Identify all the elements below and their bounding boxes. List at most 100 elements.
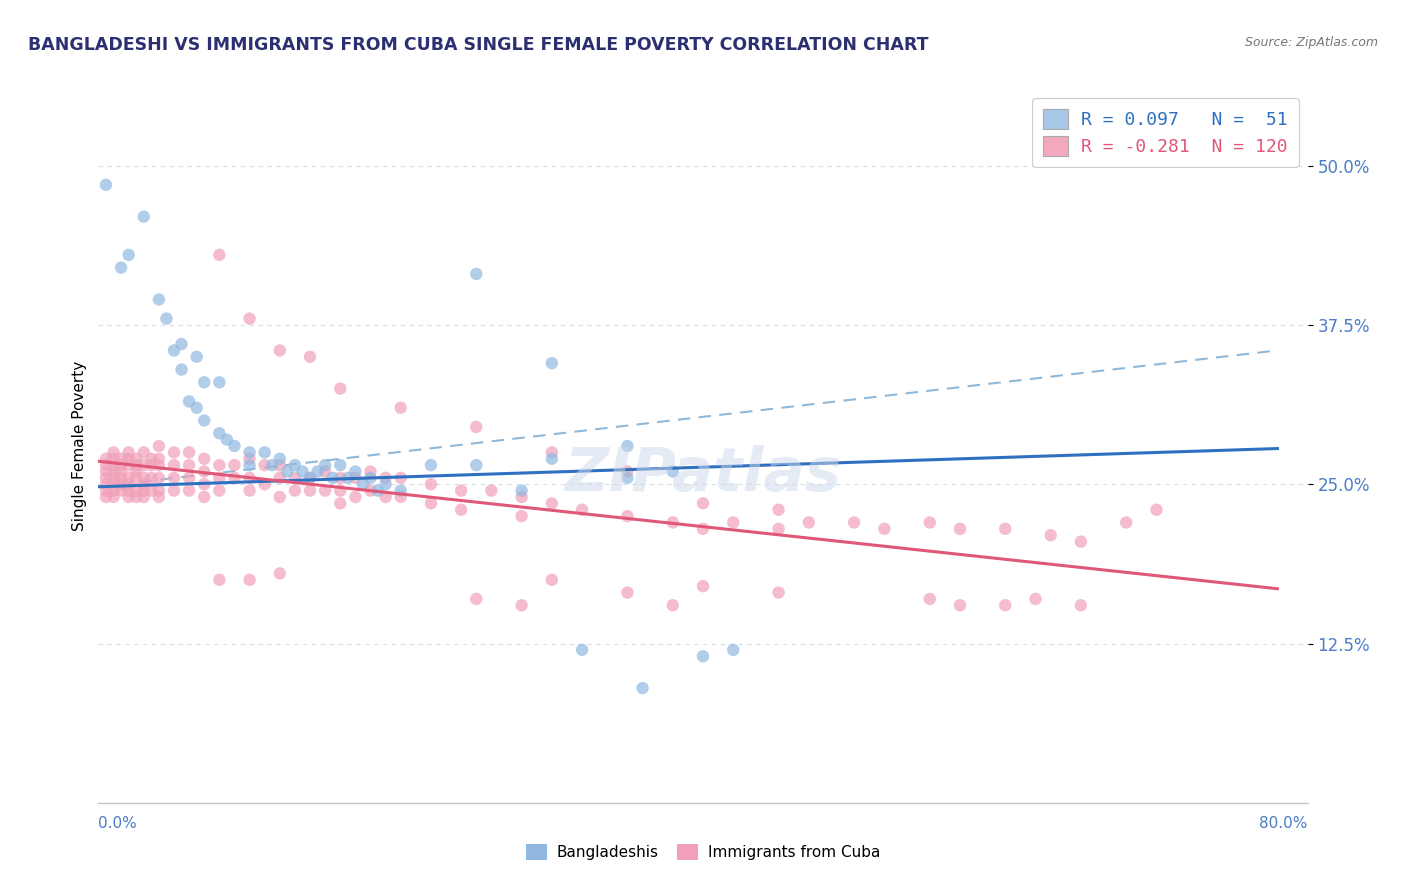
Point xyxy=(631,681,654,695)
Point xyxy=(352,477,374,491)
Point xyxy=(208,376,231,390)
Point xyxy=(540,356,562,370)
Point xyxy=(844,516,866,530)
Point xyxy=(141,458,163,472)
Point xyxy=(465,267,488,281)
Point xyxy=(132,445,155,459)
Point xyxy=(329,382,352,396)
Point xyxy=(163,445,186,459)
Point xyxy=(193,477,215,491)
Point xyxy=(125,465,148,479)
Point xyxy=(103,471,125,485)
Point xyxy=(284,458,307,472)
Point xyxy=(186,350,208,364)
Point xyxy=(118,458,141,472)
Point xyxy=(208,573,231,587)
Point xyxy=(949,599,972,613)
Point xyxy=(110,483,132,498)
Point xyxy=(253,458,276,472)
Point xyxy=(721,516,744,530)
Point xyxy=(118,483,141,498)
Point xyxy=(94,465,117,479)
Point xyxy=(692,522,714,536)
Point xyxy=(1115,516,1137,530)
Point xyxy=(118,451,141,466)
Point xyxy=(141,483,163,498)
Point xyxy=(118,248,141,262)
Point xyxy=(269,343,291,358)
Point xyxy=(269,471,291,485)
Point xyxy=(918,591,941,606)
Point xyxy=(208,248,231,262)
Point xyxy=(1070,534,1092,549)
Point xyxy=(170,362,193,376)
Point xyxy=(208,471,231,485)
Point xyxy=(103,483,125,498)
Point xyxy=(540,451,562,466)
Point xyxy=(148,483,170,498)
Point xyxy=(224,458,246,472)
Point xyxy=(768,522,790,536)
Point xyxy=(269,458,291,472)
Point xyxy=(918,516,941,530)
Point xyxy=(419,458,441,472)
Point xyxy=(389,471,412,485)
Point xyxy=(419,477,441,491)
Point xyxy=(186,401,208,415)
Point xyxy=(1039,528,1062,542)
Y-axis label: Single Female Poverty: Single Female Poverty xyxy=(72,361,87,531)
Text: Source: ZipAtlas.com: Source: ZipAtlas.com xyxy=(1244,36,1378,49)
Point xyxy=(571,643,593,657)
Point xyxy=(692,496,714,510)
Point xyxy=(540,496,562,510)
Point xyxy=(110,471,132,485)
Point xyxy=(797,516,820,530)
Point xyxy=(110,451,132,466)
Point xyxy=(94,483,117,498)
Point xyxy=(148,471,170,485)
Point xyxy=(118,477,141,491)
Point xyxy=(322,471,344,485)
Point xyxy=(616,509,638,524)
Point xyxy=(269,490,291,504)
Text: 80.0%: 80.0% xyxy=(1260,815,1308,830)
Point xyxy=(269,451,291,466)
Point xyxy=(253,477,276,491)
Point xyxy=(284,483,307,498)
Point xyxy=(307,465,329,479)
Point xyxy=(389,401,412,415)
Point xyxy=(1144,502,1167,516)
Point xyxy=(125,483,148,498)
Legend: Bangladeshis, Immigrants from Cuba: Bangladeshis, Immigrants from Cuba xyxy=(520,838,886,866)
Point xyxy=(215,433,238,447)
Point xyxy=(314,483,336,498)
Point xyxy=(94,458,117,472)
Point xyxy=(344,471,367,485)
Point xyxy=(510,490,533,504)
Point xyxy=(163,483,186,498)
Point xyxy=(374,477,396,491)
Point xyxy=(571,502,593,516)
Point xyxy=(661,465,683,479)
Point xyxy=(94,451,117,466)
Point xyxy=(177,483,201,498)
Point xyxy=(118,490,141,504)
Point xyxy=(148,458,170,472)
Point xyxy=(132,490,155,504)
Point xyxy=(450,502,472,516)
Point xyxy=(94,471,117,485)
Point xyxy=(208,426,231,441)
Point xyxy=(768,502,790,516)
Point xyxy=(163,458,186,472)
Point xyxy=(374,471,396,485)
Text: 0.0%: 0.0% xyxy=(98,815,138,830)
Point xyxy=(465,420,488,434)
Point xyxy=(239,451,262,466)
Point xyxy=(103,458,125,472)
Point xyxy=(616,465,638,479)
Point xyxy=(1024,591,1046,606)
Point xyxy=(510,599,533,613)
Point xyxy=(125,471,148,485)
Text: ZIPatlas: ZIPatlas xyxy=(564,445,842,504)
Point xyxy=(224,471,246,485)
